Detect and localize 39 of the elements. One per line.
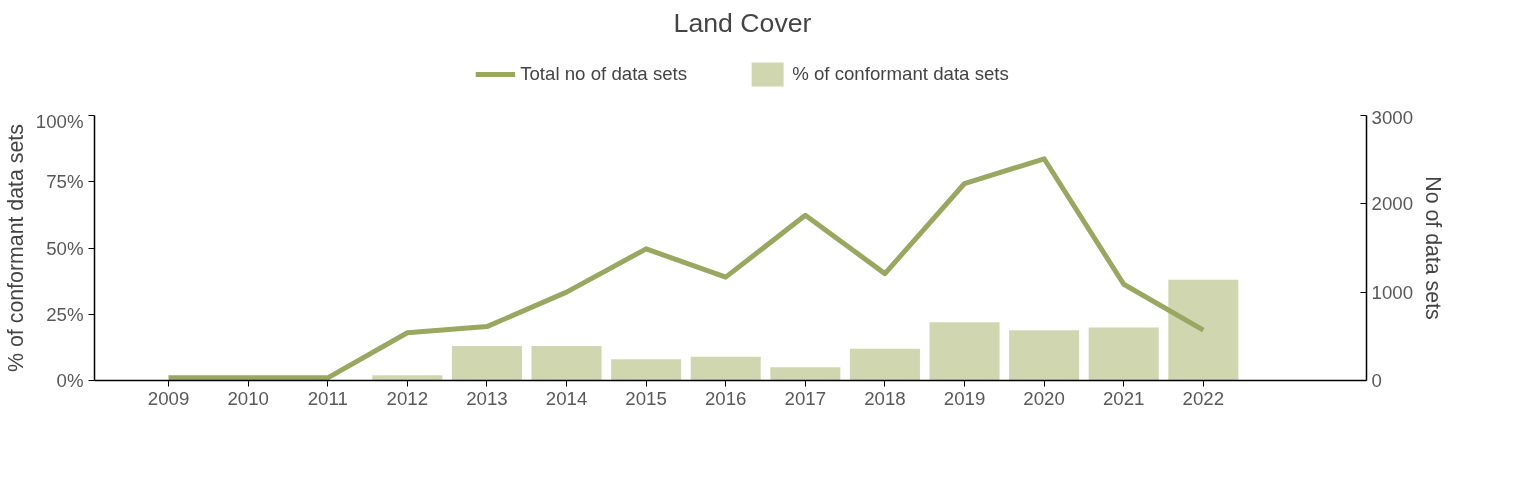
x-tick-label: 2019 bbox=[943, 387, 986, 409]
x-tick-label: 2011 bbox=[307, 387, 348, 409]
y2-axis-title: No of data sets bbox=[1421, 176, 1445, 320]
y2-tick-label: 2000 bbox=[1371, 193, 1414, 215]
x-tick-label: 2012 bbox=[386, 387, 429, 409]
bar bbox=[611, 359, 682, 381]
y-axis-title: % of conformant data sets bbox=[3, 124, 28, 372]
x-tick-label: 2017 bbox=[784, 387, 827, 409]
y2-tick-label: 3000 bbox=[1371, 106, 1414, 128]
bar bbox=[690, 356, 761, 381]
x-tick-label: 2016 bbox=[704, 387, 747, 409]
x-tick-label: 2015 bbox=[625, 387, 667, 409]
bar bbox=[929, 322, 1000, 381]
y2-tick-label: 1000 bbox=[1371, 281, 1414, 303]
x-tick-label: 2009 bbox=[147, 387, 190, 409]
y-tick-label: 50% bbox=[46, 237, 84, 259]
legend-label: Total no of data sets bbox=[520, 62, 688, 85]
bar bbox=[1088, 327, 1159, 381]
bar bbox=[1009, 330, 1080, 381]
x-tick-label: 2013 bbox=[466, 387, 508, 409]
x-tick-label: 2021 bbox=[1102, 387, 1145, 409]
legend-label: % of conformant data sets bbox=[792, 62, 1009, 85]
y2-tick-label: 0 bbox=[1371, 370, 1382, 391]
bar bbox=[372, 375, 443, 381]
chart-title: Land Cover bbox=[673, 7, 812, 38]
x-tick-label: 2014 bbox=[545, 387, 588, 409]
bar bbox=[531, 346, 602, 381]
bar bbox=[849, 348, 920, 381]
y-tick-label: 75% bbox=[46, 171, 84, 193]
y-tick-label: 100% bbox=[35, 110, 84, 132]
x-tick-label: 2020 bbox=[1023, 387, 1065, 409]
x-tick-label: 2010 bbox=[227, 387, 269, 409]
bar bbox=[1168, 279, 1239, 381]
y-tick-label: 25% bbox=[46, 303, 84, 325]
x-tick-label: 2018 bbox=[864, 387, 906, 409]
x-tick-label: 2022 bbox=[1182, 387, 1225, 409]
y-tick-label: 0% bbox=[56, 370, 84, 391]
bar bbox=[770, 367, 841, 381]
bar bbox=[451, 346, 522, 381]
